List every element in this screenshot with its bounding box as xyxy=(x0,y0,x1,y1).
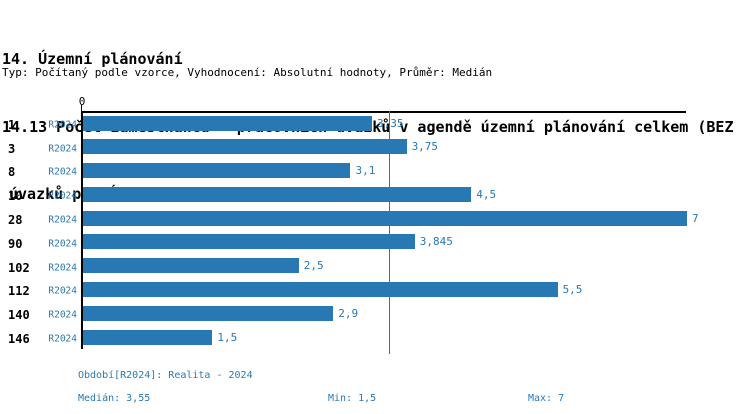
row-series-label: R2024 xyxy=(48,119,77,131)
row-category-label: 1 xyxy=(8,117,16,132)
title-line-1: 14. Územní plánování xyxy=(2,50,183,68)
chart-row: 3 R2024 3,75 xyxy=(0,137,750,161)
row-series-label: R2024 xyxy=(48,238,77,250)
bar[interactable] xyxy=(83,186,472,202)
bar-value-label: 5,5 xyxy=(562,283,583,297)
row-bar-area: 3,35 xyxy=(83,115,687,131)
row-category-label: 102 xyxy=(8,260,30,275)
bar-value-label: 2,5 xyxy=(303,259,324,273)
bar[interactable] xyxy=(83,139,407,155)
row-series-label: R2024 xyxy=(48,285,77,297)
bar-value-label: 4,5 xyxy=(476,187,497,201)
chart-row: 102 R2024 2,5 xyxy=(0,256,750,280)
bar-value-label: 3,35 xyxy=(377,116,404,130)
row-series-label: R2024 xyxy=(48,166,77,178)
chart-row: 90 R2024 3,845 xyxy=(0,232,750,256)
row-category-label: 28 xyxy=(8,213,23,228)
chart-row: 146 R2024 1,5 xyxy=(0,327,750,351)
chart-rows: 1 R2024 3,35 3 R2024 3,75 8 R2024 3,1 10… xyxy=(0,113,750,351)
chart-row: 28 R2024 7 xyxy=(0,208,750,232)
row-bar-area: 2,9 xyxy=(83,305,687,321)
row-series-label: R2024 xyxy=(48,262,77,274)
bar[interactable] xyxy=(83,234,415,250)
bar-value-label: 3,1 xyxy=(355,164,376,178)
row-bar-area: 7 xyxy=(83,210,699,226)
footer-max-stat: Max: 7 xyxy=(528,393,565,404)
row-bar-area: 4,5 xyxy=(83,186,687,202)
row-series-label: R2024 xyxy=(48,190,77,202)
row-category-label: 10 xyxy=(8,189,23,204)
row-bar-area: 5,5 xyxy=(83,282,687,298)
bar[interactable] xyxy=(83,258,299,274)
footer-period-label: Období[R2024]: Realita - 2024 xyxy=(78,370,253,381)
footer-median-stat: Medián: 3,55 xyxy=(78,393,151,404)
chart-row: 1 R2024 3,35 xyxy=(0,113,750,137)
y-axis-line xyxy=(81,111,83,349)
row-bar-area: 3,1 xyxy=(83,163,687,179)
row-series-label: R2024 xyxy=(48,309,77,321)
bar[interactable] xyxy=(83,163,351,179)
row-series-label: R2024 xyxy=(48,143,77,155)
x-axis-line xyxy=(81,111,686,113)
row-category-label: 8 xyxy=(8,165,16,180)
bar[interactable] xyxy=(83,282,558,298)
row-bar-area: 2,5 xyxy=(83,258,687,274)
bar-value-label: 3,75 xyxy=(411,140,439,154)
row-bar-area: 3,75 xyxy=(83,139,687,155)
footer-min-stat: Min: 1,5 xyxy=(328,393,377,404)
x-axis-zero-tick-label: 0 xyxy=(78,95,86,108)
row-category-label: 146 xyxy=(8,332,30,347)
bar-value-label: 2,9 xyxy=(338,306,359,320)
chart-row: 112 R2024 5,5 xyxy=(0,280,750,304)
row-category-label: 3 xyxy=(8,141,16,156)
bar-value-label: 3,845 xyxy=(419,235,453,249)
bar-value-label: 1,5 xyxy=(217,330,238,344)
bar[interactable] xyxy=(83,115,373,131)
bar[interactable] xyxy=(83,210,687,226)
chart-row: 8 R2024 3,1 xyxy=(0,161,750,185)
row-bar-area: 1,5 xyxy=(83,329,687,345)
row-bar-area: 3,845 xyxy=(83,234,687,250)
row-category-label: 112 xyxy=(8,284,30,299)
row-category-label: 90 xyxy=(8,236,23,251)
bar-value-label: 7 xyxy=(692,211,699,225)
x-axis-tick-mark xyxy=(81,105,82,111)
chart-row: 140 R2024 2,9 xyxy=(0,303,750,327)
chart-row: 10 R2024 4,5 xyxy=(0,184,750,208)
bar[interactable] xyxy=(83,329,213,345)
row-series-label: R2024 xyxy=(48,214,77,226)
bar[interactable] xyxy=(83,305,334,321)
row-category-label: 140 xyxy=(8,308,30,323)
row-series-label: R2024 xyxy=(48,333,77,345)
chart-subtitle: Typ: Počítaný podle vzorce, Vyhodnocení:… xyxy=(2,66,493,79)
